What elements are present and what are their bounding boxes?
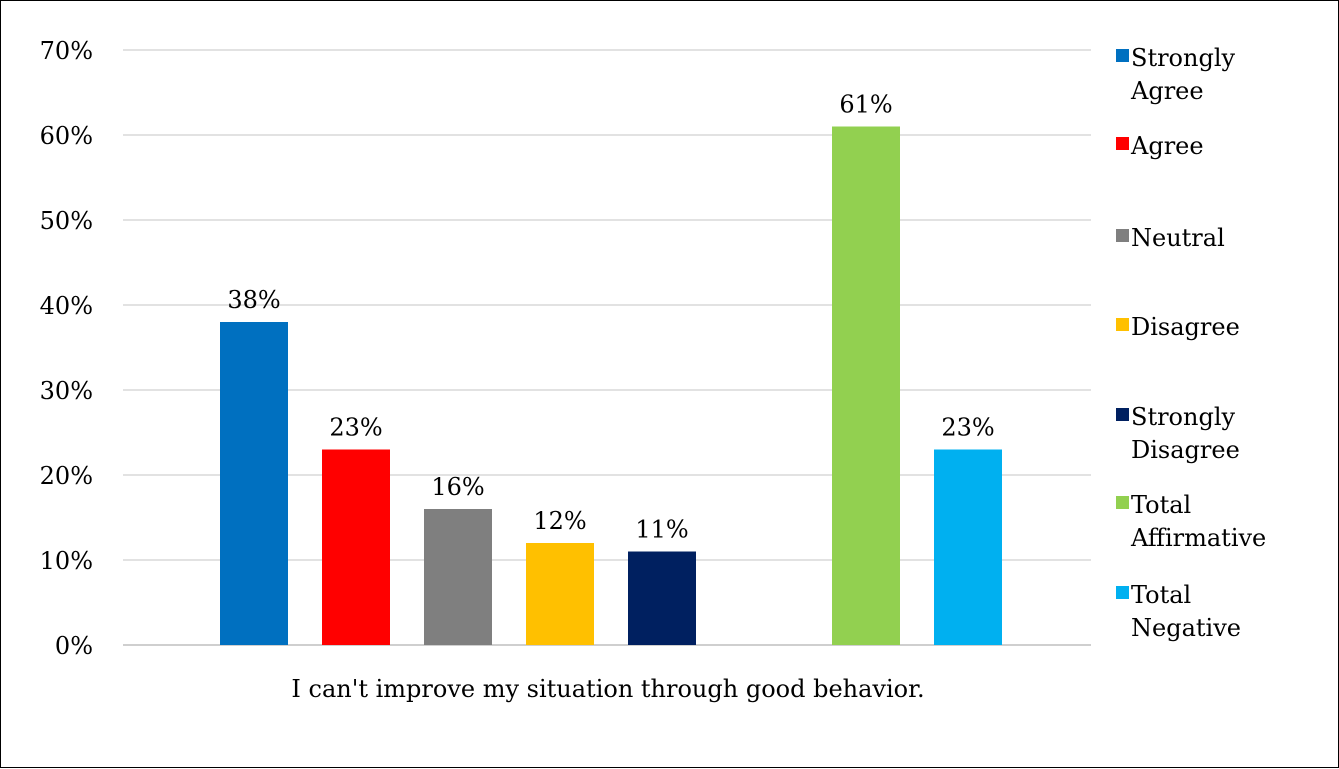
y-tick-label-30: 30% (40, 377, 93, 405)
data-label-strongly-disagree: 11% (635, 516, 688, 544)
bars (220, 126, 1002, 645)
legend-label-strongly-agree: Agree (1130, 77, 1204, 105)
data-label-agree: 23% (329, 414, 382, 442)
legend-item-total-negative: Total Negative (1116, 581, 1241, 642)
legend-item-disagree: Disagree (1116, 313, 1240, 341)
legend-label-total-affirmative: Affirmative (1130, 524, 1266, 552)
bar-total-negative (934, 449, 1002, 645)
legend-label-strongly-disagree: Disagree (1131, 436, 1240, 464)
legend-item-strongly-agree: Strongly Agree (1116, 44, 1236, 105)
y-tick-label-70: 70% (40, 37, 93, 65)
data-label-disagree: 12% (533, 507, 586, 535)
y-tick-label-50: 50% (40, 207, 93, 235)
legend-label-agree: Agree (1130, 132, 1204, 160)
legend-item-neutral: Neutral (1116, 224, 1225, 252)
y-tick-label-0: 0% (55, 632, 93, 660)
legend-label-total-negative: Negative (1131, 614, 1241, 642)
bar-strongly-disagree (628, 551, 696, 645)
legend-label-disagree: Disagree (1131, 313, 1240, 341)
legend-item-total-affirmative: Total Affirmative (1116, 491, 1266, 552)
legend-swatch-strongly-agree (1116, 49, 1129, 62)
y-tick-label-60: 60% (40, 122, 93, 150)
legend: StronglyAgreeAgreeNeutralDisagreeStrongl… (1116, 44, 1266, 642)
bar-strongly-agree (220, 322, 288, 645)
bar-total-affirmative (832, 126, 900, 645)
data-label-total-negative: 23% (941, 414, 994, 442)
legend-label-neutral: Neutral (1131, 224, 1225, 252)
legend-label-strongly-agree: Strongly (1131, 44, 1236, 72)
bar-neutral (424, 509, 492, 645)
legend-swatch-total-affirmative (1116, 496, 1129, 509)
legend-swatch-agree (1116, 137, 1129, 150)
legend-item-strongly-disagree: Strongly Disagree (1116, 403, 1240, 464)
y-tick-label-20: 20% (40, 462, 93, 490)
legend-label-strongly-disagree: Strongly (1131, 403, 1236, 431)
legend-label-total-affirmative: Total (1131, 491, 1191, 519)
legend-swatch-total-negative (1116, 586, 1129, 599)
legend-item-agree: Agree (1116, 132, 1204, 160)
legend-label-total-negative: Total (1131, 581, 1191, 609)
bar-disagree (526, 543, 594, 645)
data-label-neutral: 16% (431, 473, 484, 501)
data-labels: 38% 23% 16% 12% 11% 61% 23% (227, 91, 994, 544)
data-label-strongly-agree: 38% (227, 286, 280, 314)
y-axis-tick-labels: 0% 10% 20% 30% 40% 50% 60% 70% (40, 37, 93, 660)
y-tick-label-40: 40% (40, 292, 93, 320)
legend-swatch-disagree (1116, 318, 1129, 331)
category-label: I can't improve my situation through goo… (291, 675, 924, 703)
data-label-total-affirmative: 61% (839, 91, 892, 119)
legend-swatch-strongly-disagree (1116, 408, 1129, 421)
y-tick-label-10: 10% (40, 547, 93, 575)
legend-swatch-neutral (1116, 229, 1129, 242)
bar-agree (322, 449, 390, 645)
